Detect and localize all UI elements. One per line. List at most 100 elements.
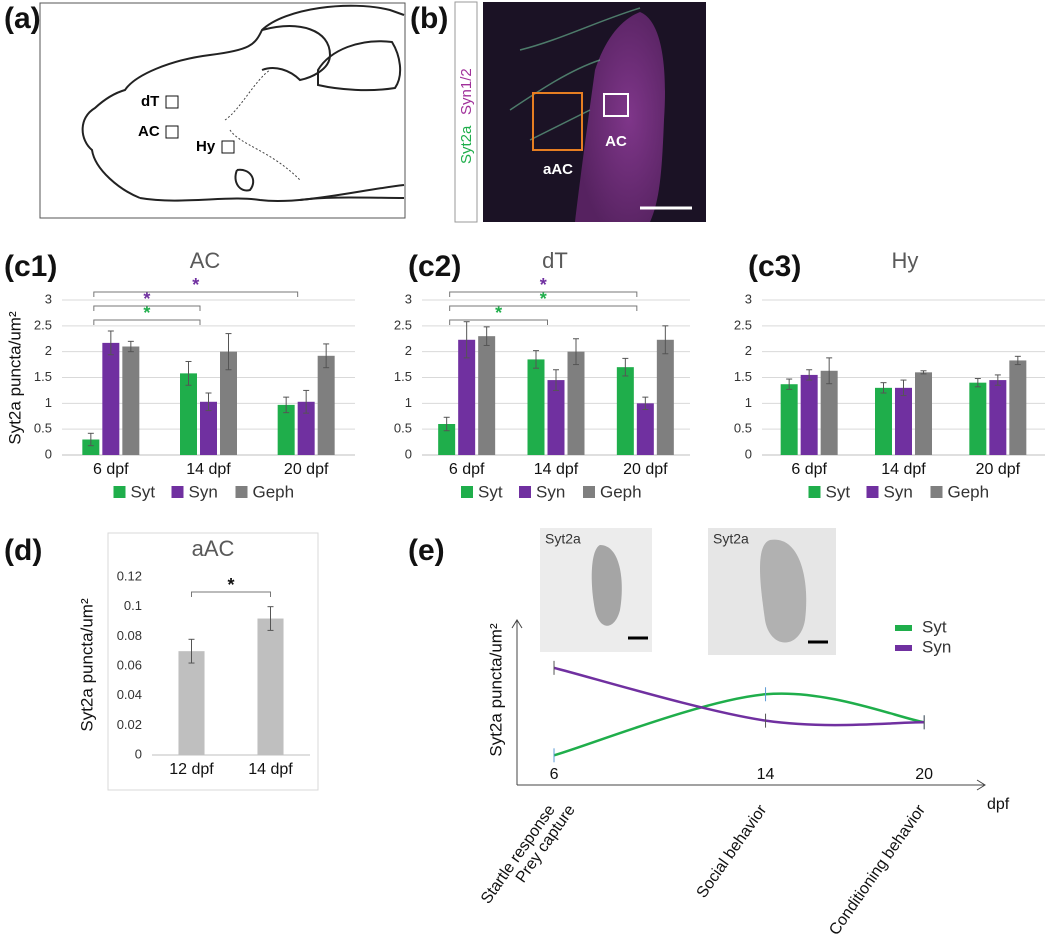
panel-label: (e) [408,534,445,567]
panel-label: (b) [410,2,448,35]
legend-label: Syn [189,482,218,501]
significance-label: * [143,289,150,309]
brain-outline [81,4,405,202]
region-box [165,95,179,109]
y-tick-label: 0 [405,446,412,461]
region-box [165,125,179,139]
significance-bracket [449,291,638,297]
legend-swatch [866,486,879,498]
legend-label: Syn [536,482,565,501]
chart-title: aAC [192,536,235,561]
significance-bracket [449,319,548,325]
axis-line [517,779,986,791]
behavior-label: Conditioning behavior [826,801,929,938]
y-tick-label: 0 [135,746,142,761]
y-tick-label: 1.5 [734,369,752,384]
bar [438,424,456,455]
bar [969,382,987,455]
y-tick-label: 0.06 [117,657,142,672]
legend-swatch [808,486,821,498]
bar [102,342,120,455]
y-tick-label: 0.04 [117,687,142,702]
significance-label: * [192,275,199,295]
chart-title: Hy [892,248,919,273]
stain-label: Syt2a [458,125,475,164]
significance-bracket [93,319,201,325]
significance-label: * [143,303,150,323]
y-tick-label: 0.02 [117,717,142,732]
y-tick-label: 0 [745,446,752,461]
stain-region [760,539,807,643]
significance-label: * [540,275,547,295]
bar [257,618,284,755]
chart-title: dT [542,248,568,273]
stain-region [591,545,622,626]
panel-label: (c1) [4,250,57,283]
bar [989,380,1007,455]
y-tick-label: 1.5 [394,369,412,384]
y-tick-label: 0.5 [734,421,752,436]
y-tick-label: 0.5 [34,421,52,436]
y-tick-label: 2.5 [734,317,752,332]
x-tick-label: 14 [757,766,775,783]
significance-bracket [449,305,638,311]
y-tick-label: 1 [405,395,412,410]
trend-line [553,666,925,727]
x-tick-label: 6 [550,766,559,783]
stain-fibers [509,7,641,141]
legend-label: Syt [478,482,503,501]
bar [656,339,674,455]
region-box [221,140,235,154]
legend-swatch [235,486,248,498]
y-axis-label: Syt2a puncta/um² [5,311,24,445]
bar [180,373,197,455]
y-tick-label: 3 [745,291,752,306]
y-tick-label: 2 [405,343,412,358]
panel-label: (d) [4,534,42,567]
x-tick-label: 20 dpf [623,461,668,478]
x-tick-label: 14 dpf [881,461,926,478]
y-tick-label: 1 [45,395,52,410]
bar [478,336,496,455]
region-label: AC [605,133,627,150]
panel-frame [107,532,319,791]
stain-label: Syn1/2 [458,68,475,115]
bar [200,401,217,455]
bar [636,403,654,455]
region-label: AC [138,123,160,140]
significance-label: * [227,575,234,595]
legend-swatch [461,486,473,498]
chart-title: AC [190,248,221,273]
x-tick-label: 14 dpf [248,761,293,778]
legend-label: Geph [948,482,990,501]
y-axis-label: Syt2a puncta/um² [77,598,96,732]
behavior-label: Social behavior [694,801,771,901]
region-label: dT [141,93,159,110]
y-tick-label: 0 [45,446,52,461]
y-tick-label: 2.5 [34,317,52,332]
legend-swatch [930,486,943,498]
roi-box [603,93,629,117]
legend-swatch [113,486,126,498]
legend-label: Geph [253,482,295,501]
y-tick-label: 1.5 [34,369,52,384]
y-axis-label: Syt2a puncta/um² [486,623,505,757]
region-label: Hy [196,138,216,155]
significance-bracket [191,591,271,597]
x-tick-label: 20 dpf [284,461,329,478]
x-tick-label: 14 dpf [186,461,231,478]
x-tick-label: 14 dpf [534,461,579,478]
significance-label: * [495,303,502,323]
y-tick-label: 0.08 [117,628,142,643]
image-label: Syt2a [545,531,581,547]
axis-line [511,619,523,785]
tract [224,69,301,181]
significance-bracket [93,305,201,311]
bar [220,351,237,455]
bar [1009,360,1027,455]
bar [895,387,912,455]
image-label: Syt2a [713,531,749,547]
bar [178,651,205,755]
legend-label: Syt [131,482,156,501]
